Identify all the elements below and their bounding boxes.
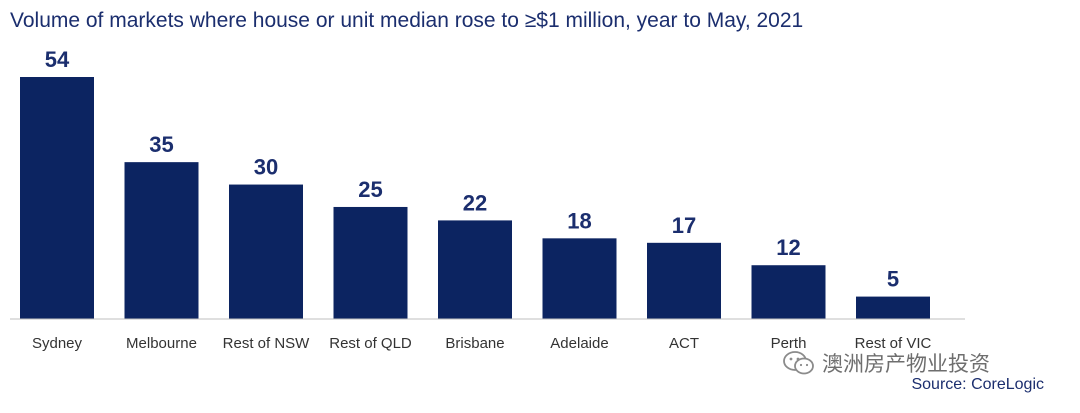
watermark-text: 澳洲房产物业投资 — [822, 352, 990, 376]
category-label: Melbourne — [126, 335, 197, 352]
bar-rest-of-qld — [333, 206, 408, 319]
value-label: 22 — [463, 190, 487, 215]
watermark: 澳洲房产物业投资 — [782, 348, 990, 378]
value-label: 12 — [776, 235, 800, 260]
category-label: ACT — [669, 335, 699, 352]
category-label: Adelaide — [550, 335, 608, 352]
bar-perth — [751, 265, 826, 319]
category-label: Rest of QLD — [329, 335, 412, 352]
source-note: Source: CoreLogic — [911, 376, 1044, 393]
bar-act — [647, 242, 721, 319]
bar-sydney — [20, 77, 94, 319]
bar-rest-of-vic — [856, 296, 930, 319]
value-label: 18 — [567, 208, 591, 233]
bar-brisbane — [438, 220, 512, 319]
value-label: 17 — [672, 213, 696, 238]
value-label: 35 — [149, 132, 173, 157]
category-label: Sydney — [32, 335, 83, 352]
value-label: 54 — [45, 47, 70, 72]
value-label: 5 — [887, 267, 899, 292]
wechat-icon — [783, 351, 814, 375]
category-label: Perth — [771, 335, 807, 352]
value-label: 30 — [254, 155, 278, 180]
bar-melbourne — [124, 162, 199, 319]
category-label: Rest of VIC — [855, 335, 932, 352]
chart-title: Volume of markets where house or unit me… — [10, 9, 804, 32]
bar-rest-of-nsw — [229, 184, 303, 319]
value-label: 25 — [358, 177, 382, 202]
bar-adelaide — [542, 238, 617, 319]
category-label: Rest of NSW — [223, 335, 311, 352]
category-label: Brisbane — [445, 335, 504, 352]
